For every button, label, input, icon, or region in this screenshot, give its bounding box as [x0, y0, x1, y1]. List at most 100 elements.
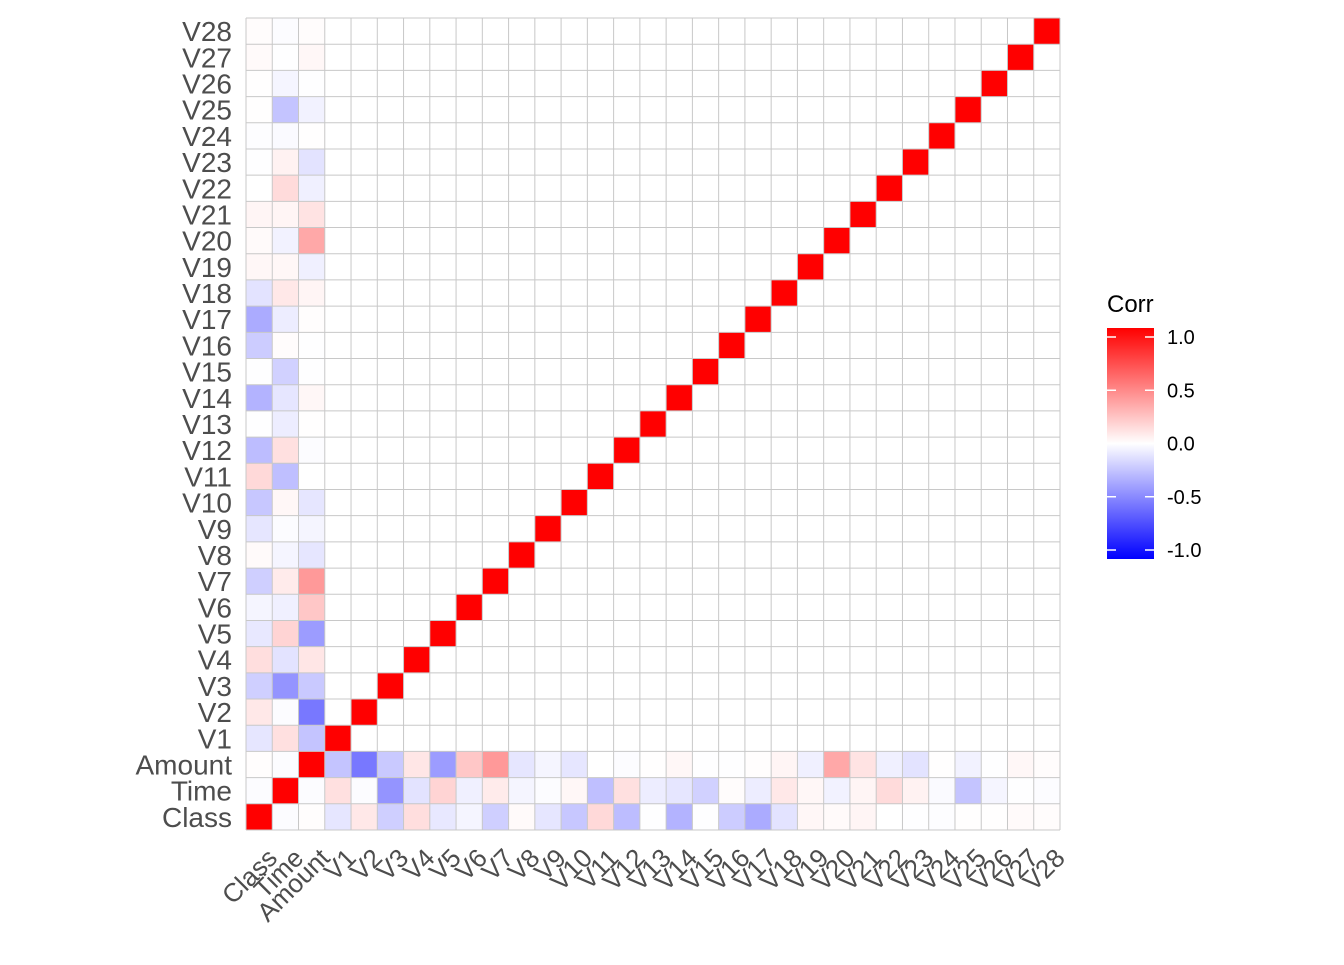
heatmap-cell-class-v19 — [246, 253, 273, 280]
legend-tick-label: -0.5 — [1167, 487, 1201, 509]
heatmap-cell-amount-v12 — [298, 437, 325, 464]
heatmap-cell-v14-v14 — [666, 384, 693, 411]
heatmap-cell-v14-class — [666, 803, 693, 830]
heatmap-cell-v25-class — [954, 803, 982, 830]
x-axis-labels: ClassTimeAmountV1V2V3V4V5V6V7V8V9V10V11V… — [216, 842, 1071, 927]
heatmap-cell-time-v18 — [272, 279, 299, 307]
y-tick-label: V23 — [182, 147, 232, 178]
heatmap-cell-v16-class — [718, 803, 745, 830]
heatmap-cell-v23-amount — [902, 751, 929, 778]
heatmap-cell-v21-v21 — [849, 201, 877, 228]
heatmap-cell-v11-class — [587, 803, 614, 830]
heatmap-cell-amount-v21 — [298, 201, 325, 228]
y-tick-label: V15 — [182, 357, 232, 388]
heatmap-cell-v28-v28 — [1033, 18, 1060, 45]
heatmap-cell-v12-class — [613, 803, 640, 830]
heatmap-cell-amount-v1 — [298, 725, 325, 752]
legend-tick-label: -1.0 — [1167, 540, 1201, 562]
y-tick-label: V6 — [198, 592, 232, 623]
y-tick-label: V14 — [182, 383, 232, 414]
heatmap-cell-v18-v18 — [771, 279, 798, 307]
heatmap-grid — [245, 17, 1061, 831]
heatmap-cell-amount-v19 — [298, 253, 325, 280]
heatmap-cell-v23-v23 — [902, 148, 929, 176]
heatmap-cell-class-v13 — [246, 410, 273, 438]
heatmap-cell-v8-time — [508, 777, 535, 804]
heatmap-cell-v1-amount — [324, 751, 352, 778]
heatmap-cell-v25-v25 — [954, 96, 982, 123]
heatmap-cell-class-v3 — [246, 672, 273, 700]
heatmap-cell-amount-v14 — [298, 384, 325, 411]
heatmap-cell-v23-class — [902, 803, 929, 830]
heatmap-cell-amount-v23 — [298, 148, 325, 176]
heatmap-cell-v11-time — [587, 777, 614, 804]
y-tick-label: V24 — [182, 121, 232, 152]
heatmap-cell-amount-v7 — [298, 568, 325, 595]
heatmap-cell-v19-v19 — [797, 253, 824, 280]
heatmap-cell-time-v6 — [272, 594, 299, 621]
heatmap-cell-v4-amount — [403, 751, 430, 778]
heatmap-cell-v17-v17 — [744, 306, 772, 333]
heatmap-cell-v10-amount — [561, 751, 588, 778]
heatmap-cell-time-v2 — [272, 699, 299, 726]
y-tick-label: V25 — [182, 95, 232, 126]
heatmap-cell-v1-v1 — [324, 725, 352, 752]
y-tick-label: V7 — [198, 566, 232, 597]
heatmap-cell-amount-v10 — [298, 489, 325, 516]
heatmap-cell-amount-v20 — [298, 227, 325, 254]
heatmap-cell-time-v10 — [272, 489, 299, 516]
heatmap-cell-v24-class — [928, 803, 955, 830]
heatmap-cell-time-v7 — [272, 568, 299, 595]
y-tick-label: V21 — [182, 199, 232, 230]
heatmap-cell-amount-time — [298, 777, 325, 804]
heatmap-cell-v24-time — [928, 777, 955, 804]
heatmap-cell-v2-amount — [351, 751, 378, 778]
heatmap-cell-v13-class — [639, 803, 667, 830]
y-tick-label: V13 — [182, 409, 232, 440]
heatmap-cell-v1-class — [324, 803, 352, 830]
heatmap-cell-class-v28 — [246, 18, 273, 45]
heatmap-cell-v9-amount — [534, 751, 562, 778]
heatmap-cell-v5-time — [429, 777, 457, 804]
heatmap-cell-class-v24 — [246, 122, 273, 149]
y-tick-label: V3 — [198, 671, 232, 702]
heatmap-cell-class-v16 — [246, 332, 273, 359]
heatmap-cell-v27-amount — [1007, 751, 1034, 778]
heatmap-cell-v15-v15 — [692, 358, 719, 385]
heatmap-cell-class-v5 — [246, 620, 273, 647]
heatmap-cell-class-v12 — [246, 437, 273, 464]
heatmap-cell-v24-amount — [928, 751, 955, 778]
heatmap-cell-v8-class — [508, 803, 535, 830]
heatmap-cell-time-v9 — [272, 515, 299, 542]
heatmap-cell-v22-class — [876, 803, 903, 830]
heatmap-cell-v21-time — [849, 777, 877, 804]
heatmap-cell-amount-v16 — [298, 332, 325, 359]
heatmap-cell-amount-v9 — [298, 515, 325, 542]
heatmap-cell-class-v8 — [246, 541, 273, 569]
heatmap-cell-v26-class — [981, 803, 1008, 830]
y-tick-label: V16 — [182, 330, 232, 361]
heatmap-cell-time-v14 — [272, 384, 299, 411]
heatmap-cell-time-amount — [272, 751, 299, 778]
heatmap-cell-v27-class — [1007, 803, 1034, 830]
heatmap-cell-amount-amount — [298, 751, 325, 778]
heatmap-cell-v4-v4 — [403, 646, 430, 673]
heatmap-cell-class-v15 — [246, 358, 273, 385]
heatmap-cell-time-v24 — [272, 122, 299, 149]
heatmap-cell-v12-v12 — [613, 437, 640, 464]
legend-tick-label: 0.5 — [1167, 380, 1195, 402]
heatmap-cell-v4-class — [403, 803, 430, 830]
heatmap-cell-v28-class — [1033, 803, 1060, 830]
heatmap-cell-v14-amount — [666, 751, 693, 778]
heatmap-cell-v5-amount — [429, 751, 457, 778]
heatmap-cell-time-v8 — [272, 541, 299, 569]
y-tick-label: V2 — [198, 697, 232, 728]
heatmap-cell-amount-v2 — [298, 699, 325, 726]
y-tick-label: Time — [171, 776, 232, 807]
heatmap-cell-v26-v26 — [981, 70, 1008, 97]
heatmap-cell-v20-amount — [823, 751, 850, 778]
heatmap-cell-v3-v3 — [377, 672, 404, 700]
legend-title: Corr — [1107, 291, 1154, 318]
heatmap-cells — [246, 18, 1060, 830]
